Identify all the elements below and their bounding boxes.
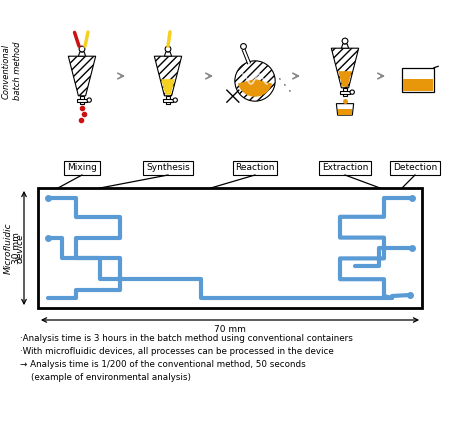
- Text: Synthesis: Synthesis: [146, 164, 190, 173]
- Circle shape: [341, 38, 347, 44]
- Polygon shape: [154, 56, 181, 96]
- Circle shape: [173, 98, 177, 102]
- Bar: [166, 96, 170, 105]
- Polygon shape: [336, 104, 353, 115]
- Bar: [80, 96, 84, 105]
- Text: 70 mm: 70 mm: [213, 325, 246, 334]
- Bar: [162, 99, 173, 102]
- Circle shape: [349, 90, 353, 94]
- Text: (example of environmental analysis): (example of environmental analysis): [20, 373, 190, 382]
- Text: 30 mm: 30 mm: [12, 232, 21, 264]
- Circle shape: [87, 98, 91, 102]
- Bar: [339, 91, 349, 94]
- Polygon shape: [78, 52, 85, 56]
- Bar: [77, 99, 87, 102]
- Polygon shape: [68, 56, 95, 96]
- Bar: [342, 88, 347, 96]
- Polygon shape: [402, 79, 432, 92]
- Polygon shape: [401, 68, 433, 92]
- Text: Reaction: Reaction: [235, 164, 274, 173]
- Circle shape: [165, 46, 170, 52]
- Polygon shape: [341, 44, 348, 48]
- Polygon shape: [338, 109, 351, 115]
- Bar: [38, 188, 421, 308]
- Circle shape: [235, 61, 274, 101]
- Polygon shape: [330, 48, 358, 88]
- Polygon shape: [164, 52, 171, 56]
- Text: Conventional
batch method: Conventional batch method: [1, 42, 22, 100]
- Text: ·With microfluidic devices, all processes can be processed in the device: ·With microfluidic devices, all processe…: [20, 347, 333, 356]
- Text: Detection: Detection: [392, 164, 436, 173]
- Text: Mixing: Mixing: [67, 164, 97, 173]
- Text: ·Analysis time is 3 hours in the batch method using conventional containers: ·Analysis time is 3 hours in the batch m…: [20, 334, 352, 343]
- Circle shape: [79, 46, 85, 52]
- Text: Extraction: Extraction: [321, 164, 367, 173]
- Polygon shape: [161, 79, 174, 95]
- Wedge shape: [237, 79, 272, 97]
- Text: → Analysis time is 1/200 of the conventional method, 50 seconds: → Analysis time is 1/200 of the conventi…: [20, 360, 305, 369]
- Circle shape: [240, 44, 246, 49]
- Polygon shape: [337, 71, 351, 87]
- Text: Microfluidic
device: Microfluidic device: [4, 222, 24, 274]
